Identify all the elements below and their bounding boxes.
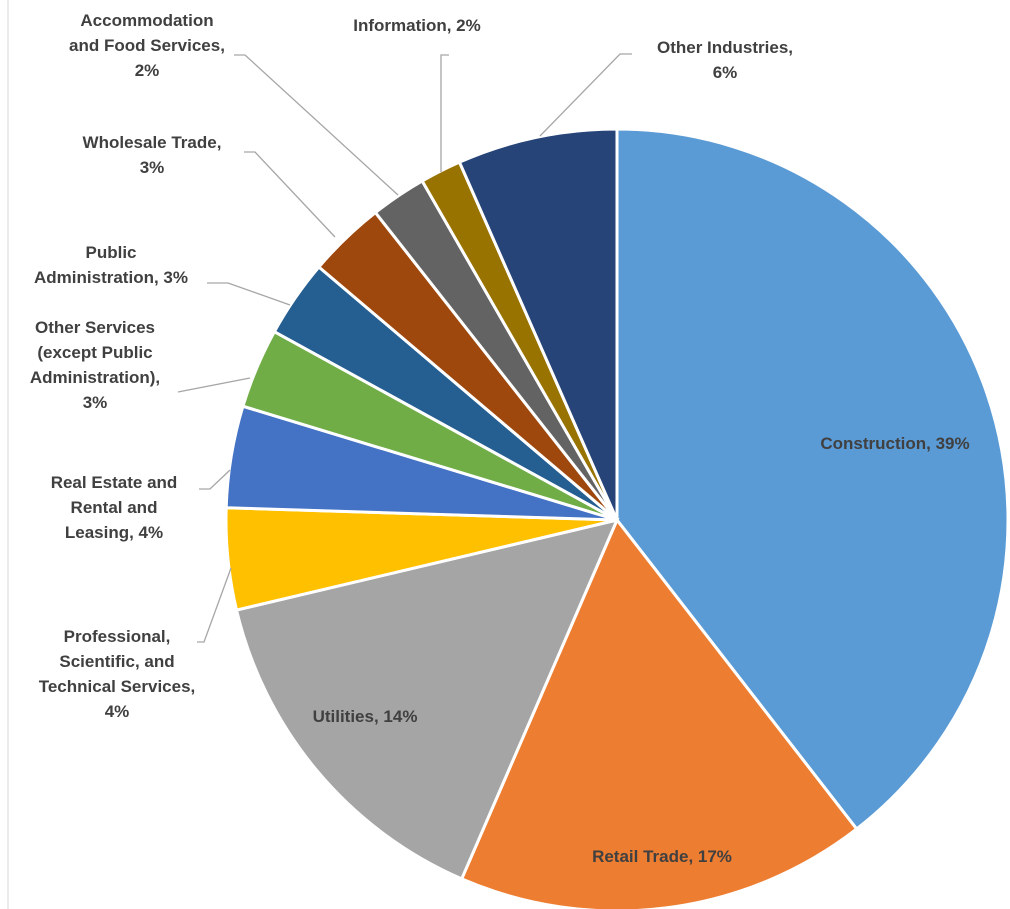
leader-line-other-services-except-public-administration xyxy=(177,377,251,393)
leader-line-wholesale-trade xyxy=(244,151,336,238)
pie-slices xyxy=(224,127,1010,909)
data-label-line: Public xyxy=(85,243,136,262)
data-label-line: Information, 2% xyxy=(353,16,481,35)
leader-line-other-industries xyxy=(539,53,632,137)
data-label-other-industries: Other Industries, 6% xyxy=(657,38,793,82)
leader-line-real-estate-and-rental-and-leasing xyxy=(199,469,231,490)
data-label-line: 6% xyxy=(713,63,738,82)
data-label-information: Information, 2% xyxy=(353,16,481,35)
data-label-line: Utilities, 14% xyxy=(313,707,418,726)
data-labels: Construction, 39% Retail Trade, 17% Utilit… xyxy=(30,11,970,866)
data-label-public-administration: Public Administration, 3% xyxy=(34,243,188,287)
data-label-retail-trade: Retail Trade, 17% xyxy=(592,847,732,866)
data-label-line: and Food Services, xyxy=(69,36,225,55)
data-label-line: Professional, xyxy=(64,627,171,646)
data-label-professional-scientific-and-technical-services: Professional, Scientific, and Technical Se… xyxy=(39,627,196,721)
leader-line-accommodation-and-food-services xyxy=(234,54,399,196)
leader-lines xyxy=(177,53,632,643)
slice-construction xyxy=(615,127,1010,832)
data-label-line: 3% xyxy=(140,158,165,177)
data-label-line: Rental and xyxy=(71,498,158,517)
data-label-construction: Construction, 39% xyxy=(820,434,969,453)
leader-line-professional-scientific-and-technical-services xyxy=(197,567,232,643)
data-label-line: Construction, 39% xyxy=(820,434,969,453)
slice-utilities xyxy=(234,517,620,881)
data-label-line: Accommodation xyxy=(80,11,213,30)
data-label-line: Other Services xyxy=(35,318,155,337)
data-label-line: Other Industries, xyxy=(657,38,793,57)
data-label-line: 4% xyxy=(105,702,130,721)
data-label-line: Scientific, and xyxy=(59,652,174,671)
data-label-line: 3% xyxy=(83,393,108,412)
data-label-line: Administration), xyxy=(30,368,160,387)
data-label-utilities: Utilities, 14% xyxy=(313,707,418,726)
data-label-accommodation-and-food-services: Accommodation and Food Services, 2% xyxy=(69,11,225,80)
data-label-line: Wholesale Trade, xyxy=(83,133,222,152)
data-label-line: Administration, 3% xyxy=(34,268,188,287)
data-label-line: (except Public xyxy=(37,343,152,362)
leader-line-public-administration xyxy=(207,282,291,306)
slice-other-industries xyxy=(457,127,619,521)
data-label-wholesale-trade: Wholesale Trade, 3% xyxy=(83,133,222,177)
leader-line-information xyxy=(440,54,449,172)
data-label-real-estate-and-rental-and-leasing: Real Estate and Rental and Leasing, 4% xyxy=(51,473,178,542)
slice-retail-trade xyxy=(459,517,859,909)
data-label-line: Retail Trade, 17% xyxy=(592,847,732,866)
data-label-line: Real Estate and xyxy=(51,473,178,492)
data-label-line: Leasing, 4% xyxy=(65,523,163,542)
data-label-line: 2% xyxy=(135,61,160,80)
data-label-other-services-except-public-administration: Other Services (except Public Administrati… xyxy=(30,318,160,412)
data-label-line: Technical Services, xyxy=(39,677,196,696)
